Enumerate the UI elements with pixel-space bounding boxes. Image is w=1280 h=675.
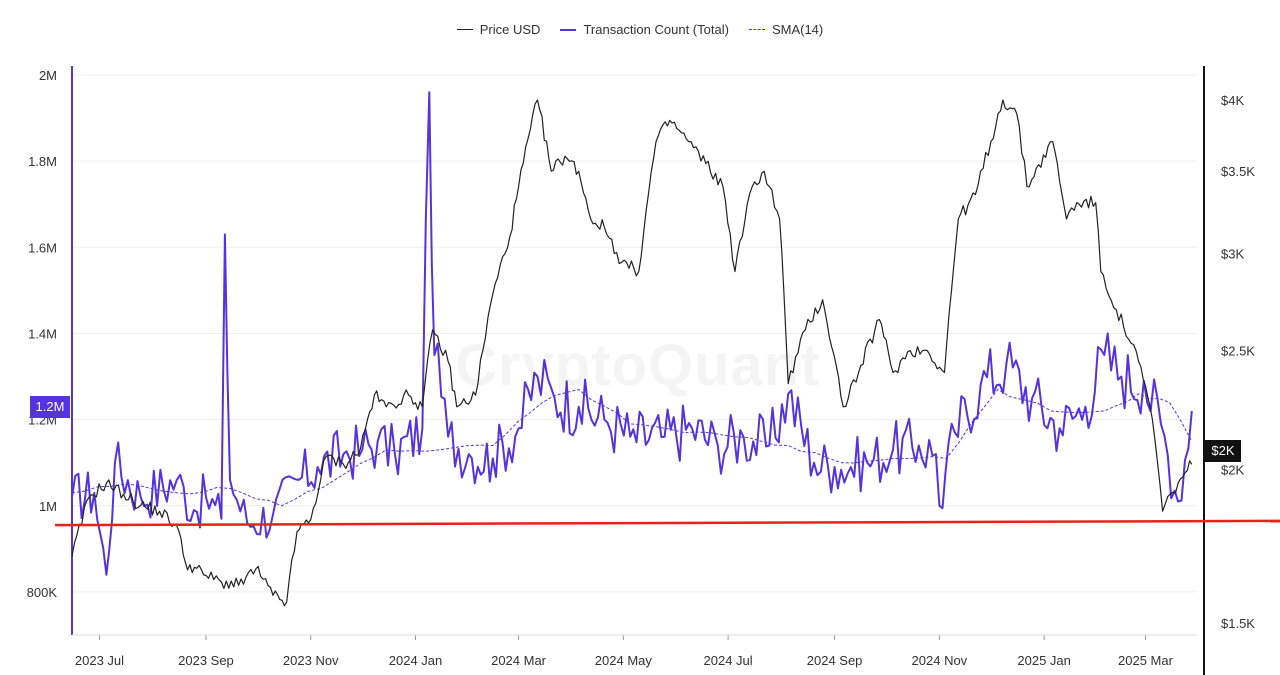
y-right-tick-3: $3K [1221,246,1244,261]
legend-label-transaction-count: Transaction Count (Total) [583,22,729,37]
y-left-tick-5: 1.8M [28,154,57,169]
legend-label-sma: SMA(14) [771,22,824,37]
x-tick-label-1: 2023 Sep [178,653,234,668]
legend-label-price: Price USD [479,22,541,37]
y-right-tick-2: $2.5K [1221,344,1255,359]
legend-item-transaction-count[interactable]: Transaction Count (Total) [560,22,729,37]
y-left-tick-4: 1.6M [28,240,57,255]
chart-legend: Price USD Transaction Count (Total) SMA(… [0,22,1280,37]
y-right-tick-0: $1.5K [1221,616,1255,631]
x-tick-label-4: 2024 Mar [491,653,547,668]
tx-count-current-badge: 1.2M [30,396,70,418]
y-left-tick-3: 1.4M [28,326,57,341]
x-tick-label-8: 2024 Nov [912,653,968,668]
y-right-tick-5: $4K [1221,93,1244,108]
y-left-tick-6: 2M [39,68,57,83]
price-current-badge: $2K [1205,440,1241,462]
y-right-tick-4: $3.5K [1221,164,1255,179]
series-transaction-count[interactable] [71,91,1193,576]
series-sma-14[interactable] [71,388,1193,507]
x-tick-label-0: 2023 Jul [75,653,124,668]
x-tick-label-5: 2024 May [595,653,653,668]
support-line-annotation [54,519,1280,527]
x-tick-label-2: 2023 Nov [283,653,339,668]
x-tick-label-7: 2024 Sep [807,653,863,668]
y-right-tick-1: $2K [1221,463,1244,478]
y-left-tick-0: 800K [27,585,58,600]
legend-swatch-price [456,29,473,30]
x-tick-label-6: 2024 Jul [704,653,753,668]
series-price-usd[interactable] [71,99,1193,607]
legend-item-price[interactable]: Price USD [456,22,541,37]
y-left-tick-1: 1M [39,499,57,514]
x-tick-label-9: 2025 Jan [1017,653,1071,668]
x-tick-label-10: 2025 Mar [1118,653,1174,668]
legend-swatch-transaction-count [560,28,577,31]
legend-swatch-sma [748,29,765,30]
legend-item-sma[interactable]: SMA(14) [748,22,824,37]
x-tick-label-3: 2024 Jan [389,653,443,668]
